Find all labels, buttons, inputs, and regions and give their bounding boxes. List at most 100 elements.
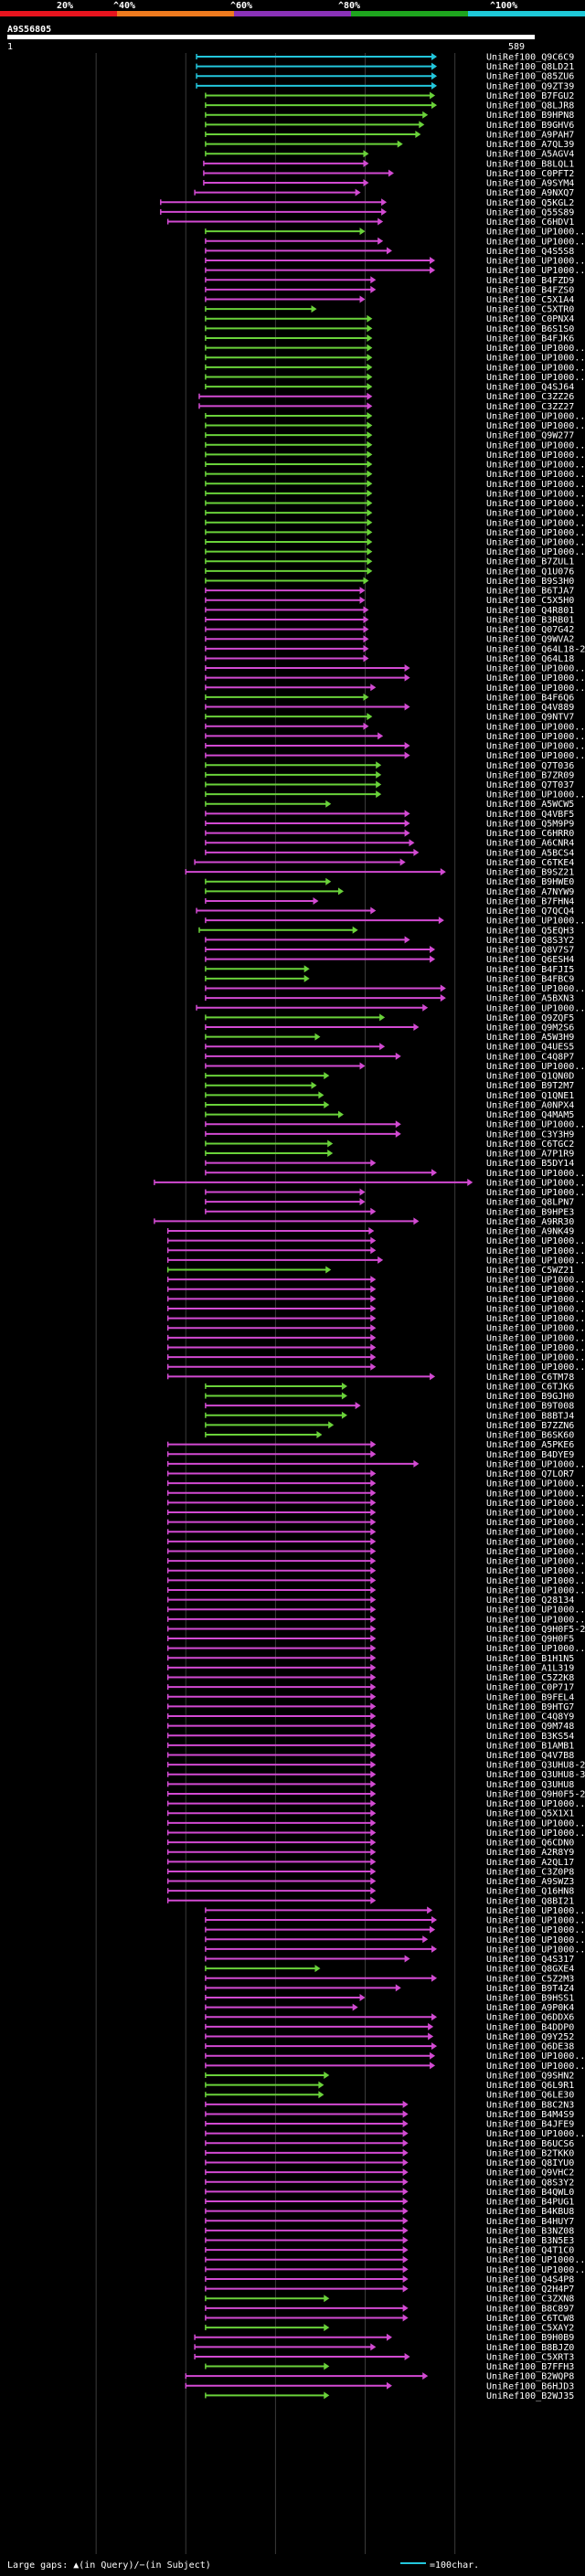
hit-row: UniRef100_UP1000...	[196, 1003, 585, 1013]
hit-arrow	[381, 207, 388, 216]
hit-arrow	[367, 363, 373, 371]
hit-arrow	[431, 101, 438, 110]
hit-label: UniRef100_Q9NTV7	[486, 713, 574, 723]
hit-row: UniRef100_Q5KGL2	[160, 198, 574, 208]
hit-row: UniRef100_UP1000...	[205, 499, 585, 509]
hit-label: UniRef100_A6CNR4	[486, 839, 574, 849]
hit-arrow	[404, 664, 410, 673]
hit-row: UniRef100_Q3UHU8	[166, 1780, 574, 1790]
hit-row: UniRef100_B9S3H0	[205, 577, 574, 587]
hit-row: UniRef100_Q8GXE4	[205, 1965, 574, 1975]
hit-arrow	[431, 1916, 438, 1924]
hit-label: UniRef100_A0NPX4	[486, 1100, 574, 1110]
hit-arrow	[413, 848, 420, 856]
hit-label: UniRef100_A5BXN3	[486, 994, 574, 1004]
hit-row: UniRef100_B4HUY7	[205, 2217, 574, 2227]
hit-row: UniRef100_UP1000...	[166, 1585, 585, 1595]
hit-arrow	[402, 2120, 409, 2128]
hit-arrow	[367, 499, 373, 507]
hit-label: UniRef100_C4Q8Y9	[486, 1712, 574, 1723]
hit-label: UniRef100_Q9SHN2	[486, 2071, 574, 2081]
hit-arrow	[363, 644, 369, 652]
hit-row: UniRef100_C5WZ21	[166, 1266, 574, 1276]
hit-row: UniRef100_UP1000...	[205, 480, 585, 490]
hit-row: UniRef100_Q6DE38	[205, 2042, 574, 2052]
hit-label: UniRef100_Q4S4P8	[486, 2274, 574, 2284]
hit-arrow	[404, 742, 410, 750]
hit-row: UniRef100_A2R8Y9	[166, 1848, 574, 1858]
hit-arrow	[367, 411, 373, 419]
hit-arrow	[440, 984, 446, 992]
hit-arrow	[370, 1479, 377, 1488]
hit-label: UniRef100_B4FJK6	[486, 334, 574, 344]
hit-label: UniRef100_B1AMB1	[486, 1741, 574, 1751]
hit-label: UniRef100_Q8BI21	[486, 1896, 574, 1906]
hit-label: UniRef100_Q9M748	[486, 1722, 574, 1732]
hit-row: UniRef100_C6TKE4	[194, 858, 574, 868]
hit-row: UniRef100_C4Q8Y9	[166, 1712, 574, 1723]
hit-arrow	[370, 1654, 377, 1662]
hit-arrow	[367, 392, 373, 400]
hit-arrow	[324, 2071, 330, 2079]
hit-arrow	[419, 121, 425, 129]
hit-label: UniRef100_A7QL39	[486, 140, 574, 150]
hit-row: UniRef100_B4PUG1	[205, 2198, 574, 2208]
hit-label: UniRef100_B7FFH3	[486, 2362, 574, 2372]
hit-arrow	[370, 1712, 377, 1721]
hit-row: UniRef100_Q85ZU6	[196, 72, 574, 82]
hit-row: UniRef100_B4FZD9	[205, 276, 574, 286]
hit-arrow	[370, 1848, 377, 1856]
hit-arrow	[324, 1072, 330, 1080]
hit-arrow	[431, 81, 438, 90]
hit-label: UniRef100_UP1000...	[486, 237, 585, 247]
hit-row: UniRef100_UP1000...	[205, 1945, 585, 1955]
hit-label: UniRef100_UP1000...	[486, 538, 585, 548]
identity-tick-60: ^60%	[230, 1, 252, 11]
hit-arrow	[427, 1906, 433, 1914]
hit-label: UniRef100_Q3UHU8-3	[486, 1770, 585, 1780]
hit-row: UniRef100_Q6LE30	[205, 2091, 574, 2101]
hit-label: UniRef100_B2TKK0	[486, 2148, 574, 2158]
hit-row: UniRef100_B4DYE9	[166, 1450, 574, 1460]
hit-label: UniRef100_UP1000...	[486, 1246, 585, 1256]
hit-label: UniRef100_A9SYM4	[486, 179, 574, 189]
hit-label: UniRef100_Q8LD21	[486, 62, 574, 72]
hit-label: UniRef100_B8BJZ0	[486, 2343, 574, 2353]
hit-row: UniRef100_B9HPN8	[205, 111, 574, 121]
hit-arrow	[370, 1887, 377, 1895]
hit-row: UniRef100_UP1000...	[205, 2051, 585, 2062]
hit-arrow	[370, 1489, 377, 1497]
hit-row: UniRef100_UP1000...	[205, 489, 585, 499]
hit-arrow	[367, 509, 373, 517]
hit-label: UniRef100_UP1000...	[486, 344, 585, 354]
hit-row: UniRef100_C6TCW8	[205, 2314, 574, 2324]
hit-row: UniRef100_UP1000...	[166, 1353, 585, 1363]
query-start: 1	[7, 42, 13, 52]
hit-arrow	[368, 1227, 375, 1235]
hit-label: UniRef100_B8C2N3	[486, 2100, 574, 2110]
hit-row: UniRef100_UP1000...	[166, 1799, 585, 1809]
hit-arrow	[370, 2343, 377, 2351]
hit-arrow	[378, 237, 384, 245]
hit-arrow	[376, 790, 382, 799]
hit-label: UniRef100_C5X1A4	[486, 295, 574, 305]
hit-arrow	[404, 2352, 410, 2360]
hit-row: UniRef100_A5BXN3	[205, 994, 574, 1004]
hit-arrow	[370, 1780, 377, 1788]
hit-arrow	[370, 1829, 377, 1837]
hit-row: UniRef100_UP1000...	[166, 1499, 585, 1509]
hit-row: UniRef100_B4KBU8	[205, 2207, 574, 2217]
hit-label: UniRef100_Q4MAM5	[486, 1110, 574, 1120]
hit-row: UniRef100_UP1000...	[166, 1459, 585, 1469]
hit-label: UniRef100_Q8LPN7	[486, 1198, 574, 1208]
hit-arrow	[404, 751, 410, 759]
hit-row: UniRef100_UP1000...	[166, 1644, 585, 1654]
hit-label: UniRef100_UP1000...	[486, 1576, 585, 1586]
hit-arrow	[370, 1702, 377, 1711]
hit-label: UniRef100_UP1000...	[486, 1799, 585, 1809]
hit-label: UniRef100_B4JFE9	[486, 2120, 574, 2130]
hit-label: UniRef100_C5Z2M3	[486, 1974, 574, 1984]
hit-label: UniRef100_B9HPN8	[486, 111, 574, 121]
hit-row: UniRef100_Q4S317	[205, 1955, 574, 1965]
hit-label: UniRef100_UP1000...	[486, 1925, 585, 1935]
